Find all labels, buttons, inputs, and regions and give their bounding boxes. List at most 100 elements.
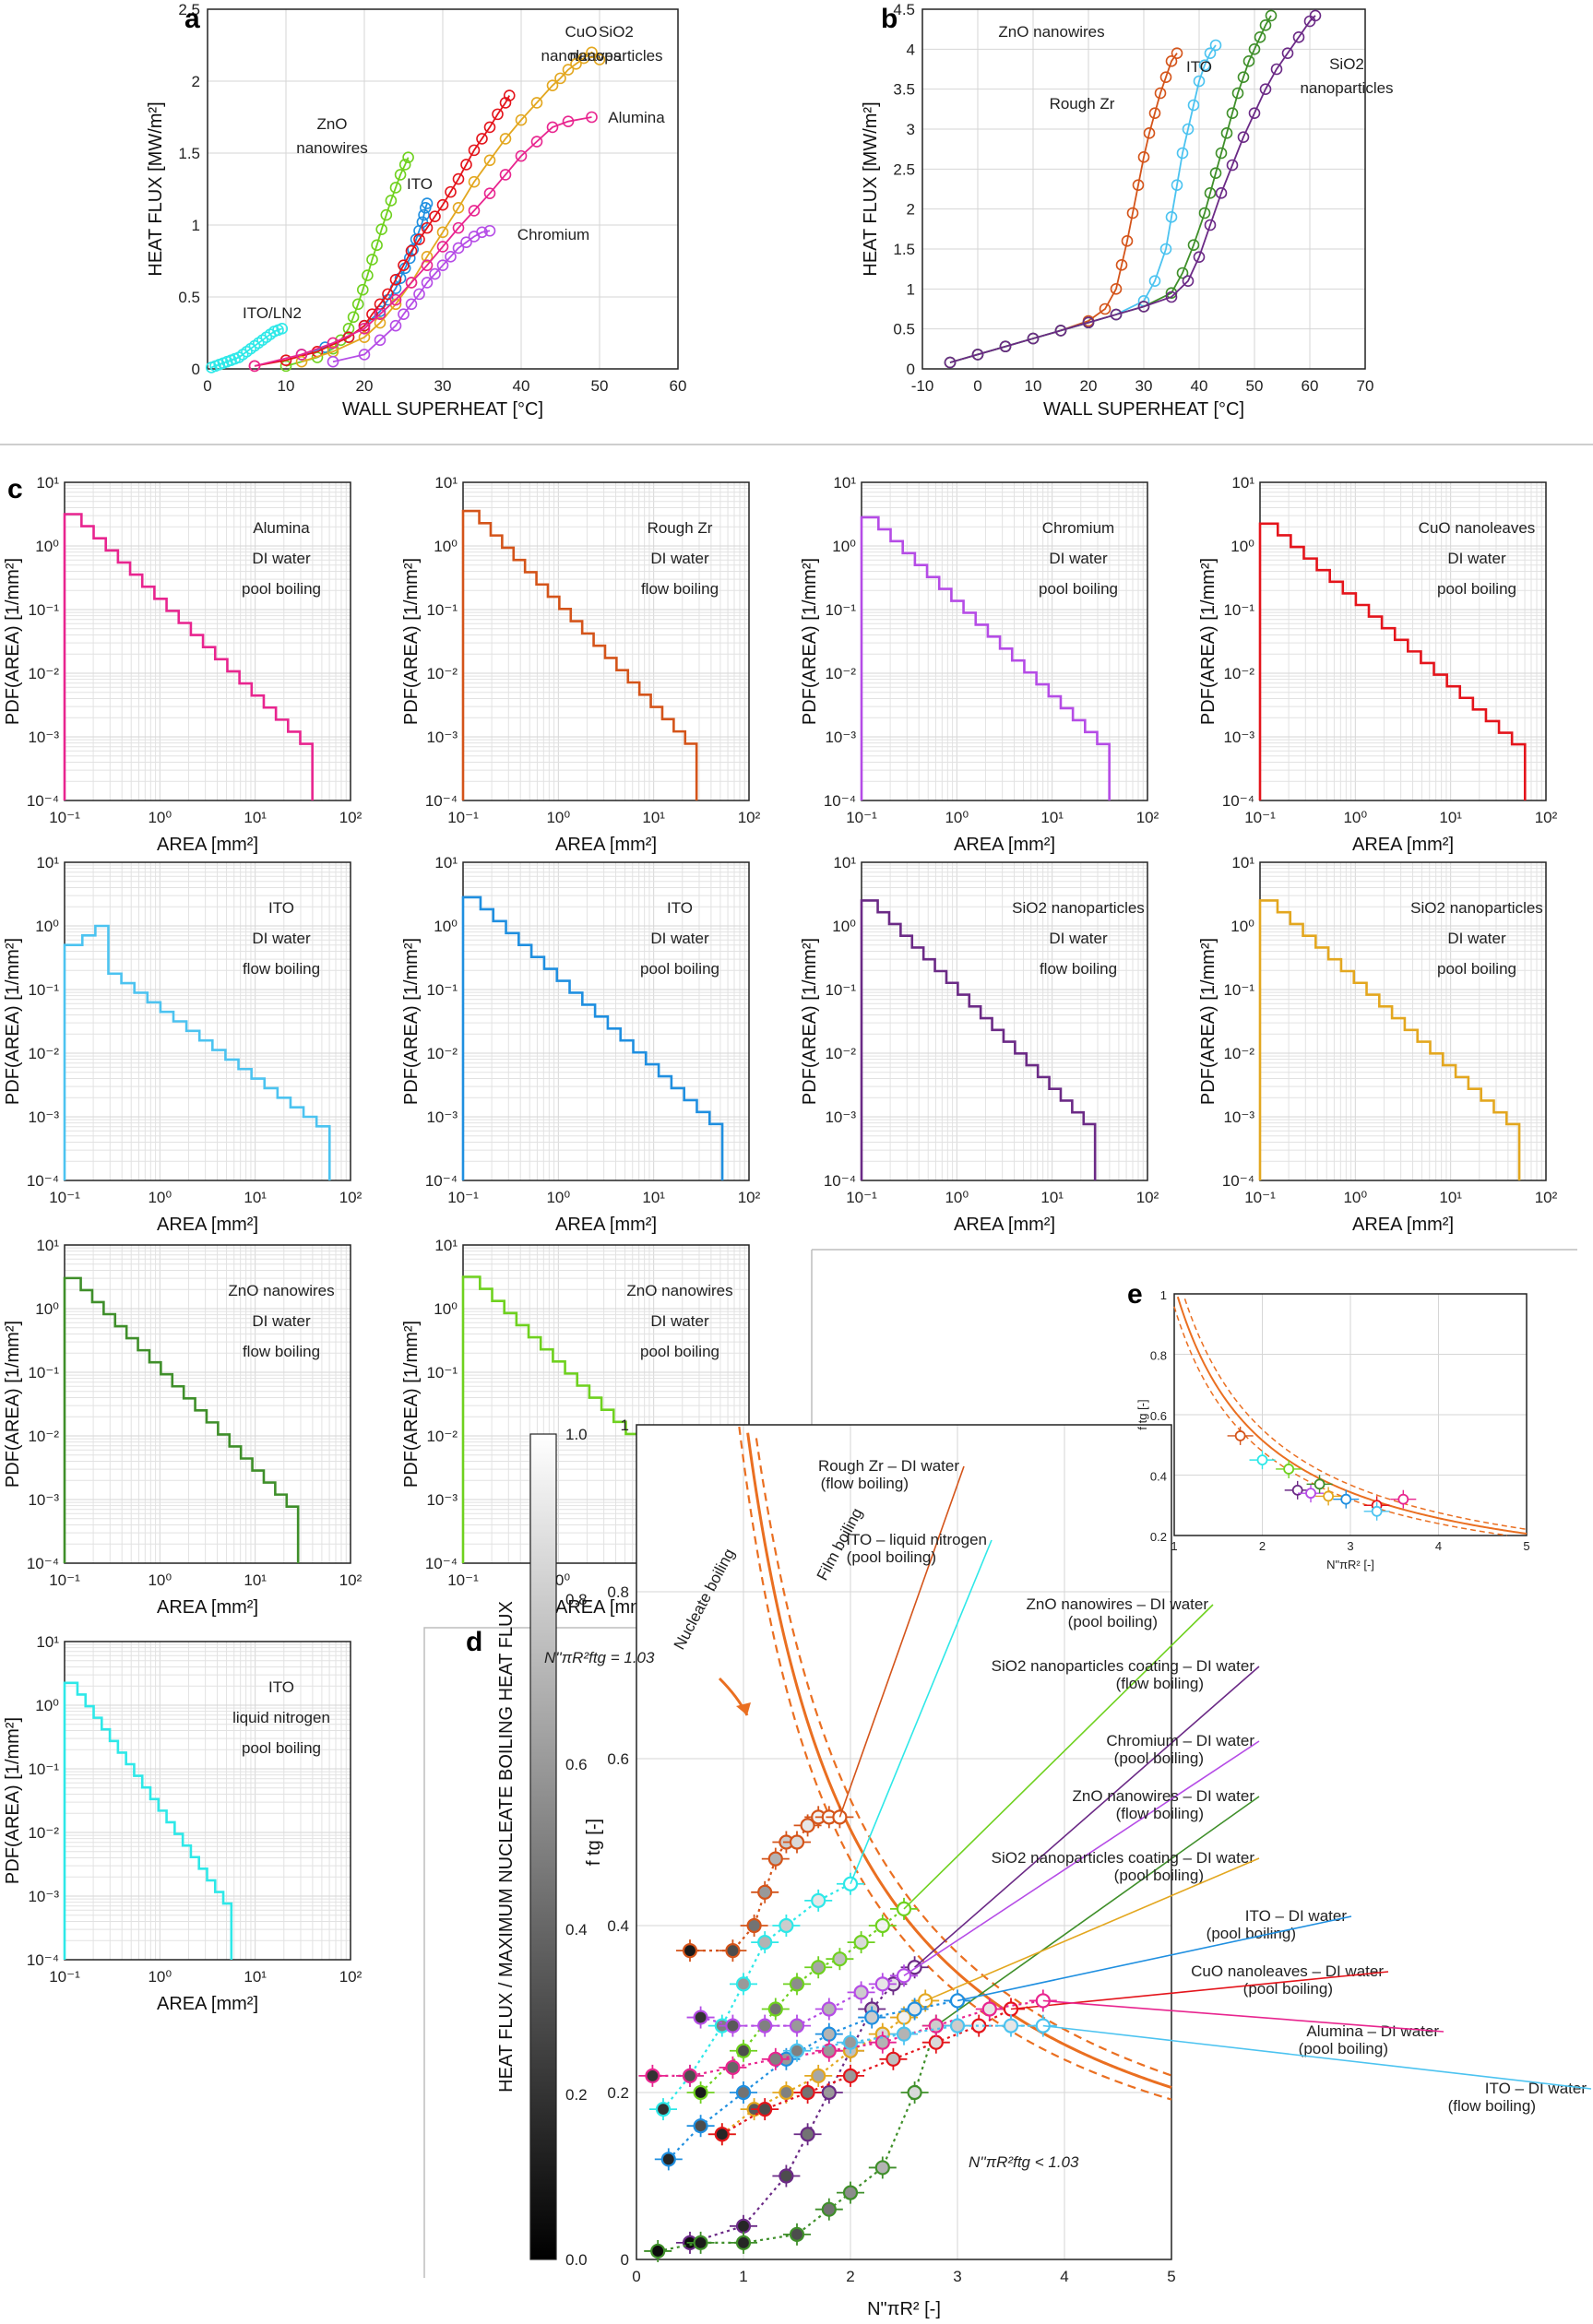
data-point (327, 355, 339, 368)
data-point (811, 2068, 826, 2083)
subplot-label: ITO (268, 899, 294, 917)
data-point (725, 2018, 741, 2034)
x-tick-label: 10 (1025, 377, 1042, 395)
subplot-label: DI water (1049, 930, 1108, 947)
y-tick-label: 1.5 (893, 241, 915, 258)
x-tick-label: 10² (1535, 1189, 1558, 1206)
data-point (1003, 2018, 1019, 2034)
y-axis-label: PDF(AREA) [1/mm²] (401, 938, 422, 1105)
series-line (662, 1882, 851, 2110)
y-tick-label: 10⁻⁴ (1222, 792, 1254, 810)
panel-c-histograms: c 10⁻¹ 10⁰ 10¹ 10² 10¹ 10⁰ 10⁻¹ 10⁻² 10⁻³ 10⁻⁴ AREA… (3, 474, 1558, 2014)
data-point (1159, 243, 1172, 255)
x-tick-label: 40 (513, 377, 530, 395)
x-axis-label: AREA [mm²] (1352, 835, 1454, 855)
x-tick-label: 10² (1535, 809, 1558, 826)
x-tick-label: 10⁰ (148, 1571, 172, 1589)
plot-area (1260, 862, 1546, 1180)
data-point (767, 1851, 783, 1867)
histogram-step (63, 924, 331, 1180)
y-tick-label: 10⁻³ (426, 729, 458, 746)
data-point (746, 1917, 762, 1934)
data-point (971, 349, 984, 361)
panel-letter: e (1127, 1279, 1143, 1310)
data-point (1148, 107, 1161, 119)
x-axis-label: AREA [mm²] (157, 1994, 258, 2014)
series-legend-sub: (pool boiling) (1207, 1925, 1296, 1942)
y-tick-label: 10⁰ (1230, 538, 1254, 555)
subplot-label: SiO2 nanoparticles (1410, 899, 1543, 917)
data-point (1193, 75, 1206, 88)
y-tick-label: 0.6 (607, 1750, 629, 1768)
subplot-label: liquid nitrogen (232, 1709, 330, 1726)
data-point (693, 2084, 708, 2101)
data-point (1027, 332, 1040, 345)
y-tick-label: 10⁰ (832, 538, 856, 555)
data-point (693, 2118, 708, 2134)
panel-letter: d (466, 1627, 482, 1657)
x-axis-label: N"πR² [-] (867, 2299, 941, 2319)
series-legend-sub: (flow boiling) (1116, 1675, 1204, 1692)
histogram-subplot: 10⁻¹ 10⁰ 10¹ 10² 10¹ 10⁰ 10⁻¹ 10⁻² 10⁻³ 10⁻⁴ AREA … (3, 1633, 363, 2014)
data-point (499, 169, 512, 181)
data-point (445, 251, 457, 263)
y-tick-label: 10⁻³ (28, 1109, 59, 1126)
subplot-label: CuO nanoleaves (1419, 519, 1536, 537)
x-tick-label: 10⁰ (1343, 1189, 1367, 1206)
x-tick-label: 70 (1357, 377, 1374, 395)
colorbar-tick: 0.2 (565, 2086, 588, 2104)
plot-frame (207, 8, 679, 370)
data-point (735, 2043, 752, 2058)
x-tick-label: 10⁰ (1343, 809, 1367, 826)
colorbar-tick: 0.6 (565, 1756, 588, 1773)
data-point (468, 175, 481, 188)
data-point (874, 2034, 890, 2050)
data-point (842, 2034, 859, 2050)
data-point (503, 89, 516, 101)
data-point (593, 53, 606, 65)
y-tick-label: 10¹ (434, 854, 458, 872)
x-tick-label: 10 (278, 377, 295, 395)
colorbar (529, 1433, 557, 2260)
y-axis-label: PDF(AREA) [1/mm²] (1198, 558, 1219, 725)
data-point (757, 1935, 773, 1951)
series-label: ITO (407, 175, 433, 193)
x-tick-label: 10² (339, 1571, 363, 1589)
data-point (645, 2068, 660, 2083)
data-point (452, 201, 465, 214)
x-tick-label: 10¹ (642, 1189, 665, 1206)
y-tick-label: 10⁻⁴ (425, 1555, 458, 1572)
data-point (757, 2102, 773, 2117)
data-point (1237, 71, 1250, 83)
leader-line (957, 1915, 1352, 2002)
data-point (418, 208, 430, 221)
histogram-subplot: 10⁻¹ 10⁰ 10¹ 10² 10¹ 10⁰ 10⁻¹ 10⁻² 10⁻³ 10⁻⁴ AREA … (3, 1237, 363, 1618)
data-point (562, 64, 575, 76)
data-point (1254, 31, 1266, 43)
data-point (327, 337, 339, 350)
data-point (405, 277, 418, 289)
series-line (254, 95, 511, 367)
x-tick-label: 10² (738, 1189, 761, 1206)
data-point (1182, 275, 1195, 287)
y-tick-label: 10¹ (833, 854, 856, 872)
y-tick-label: 10⁻⁴ (27, 1951, 59, 1969)
arrowhead (736, 1702, 751, 1715)
histogram-step (63, 1276, 300, 1563)
y-tick-label: 10⁰ (434, 1300, 458, 1318)
data-point (999, 340, 1012, 353)
y-tick-label: 10⁻⁴ (27, 1172, 59, 1190)
histogram-subplot: 10⁻¹ 10⁰ 10¹ 10² 10¹ 10⁰ 10⁻¹ 10⁻² 10⁻³ 10⁻⁴ AREA … (800, 474, 1159, 855)
histogram-step (1258, 522, 1527, 800)
series-label: ITO (1186, 58, 1212, 76)
x-tick-label: 10⁻¹ (447, 1189, 479, 1206)
data-point (811, 1960, 826, 1975)
y-tick-label: 10¹ (36, 854, 59, 872)
plot-area (862, 482, 1147, 800)
data-point (460, 236, 472, 249)
y-axis-label: PDF(AREA) [1/mm²] (3, 558, 23, 725)
x-tick-label: 10⁻¹ (1244, 1189, 1276, 1206)
plot-area (65, 1642, 351, 1960)
y-tick-label: 10⁰ (35, 538, 59, 555)
data-point (650, 2243, 666, 2259)
